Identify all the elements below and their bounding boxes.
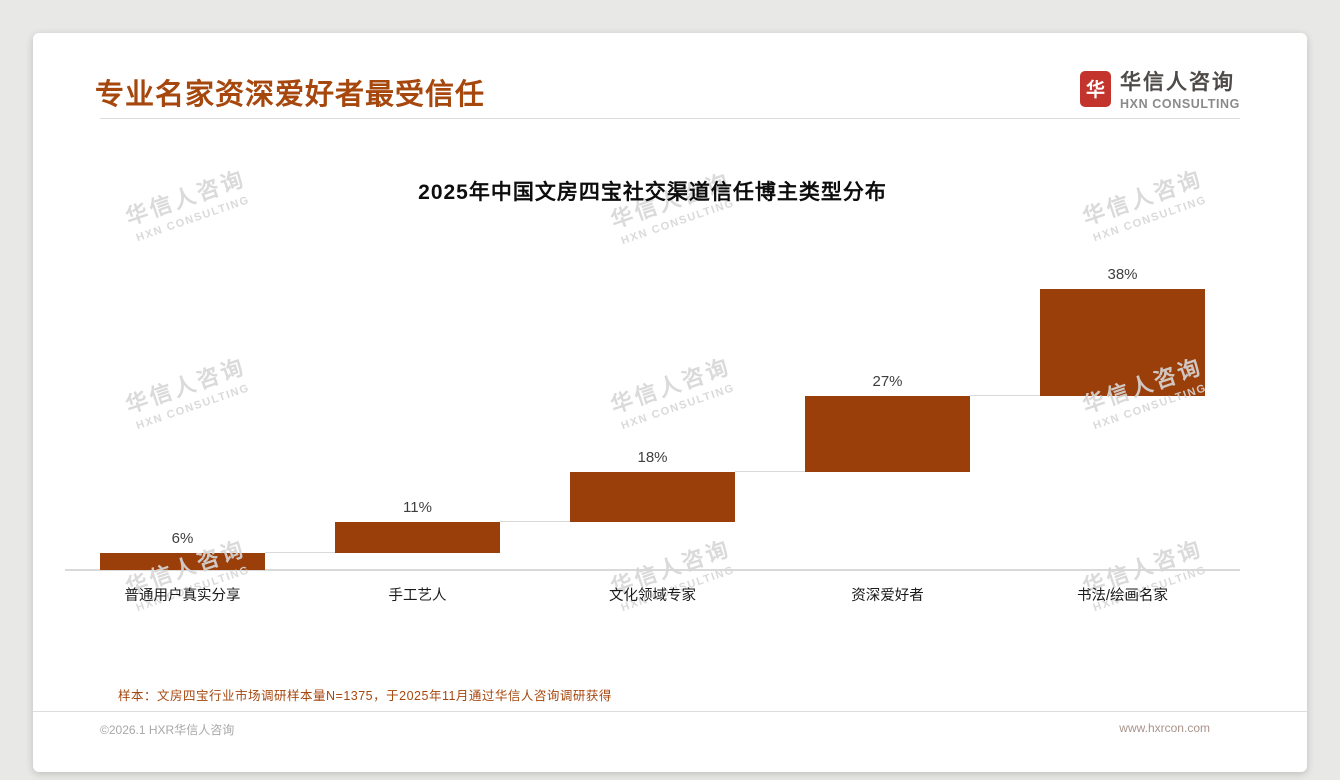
chart-bar-2 xyxy=(335,522,500,554)
sample-note: 样本：文房四宝行业市场调研样本量N=1375，于2025年11月通过华信人咨询调… xyxy=(118,689,612,703)
waterfall-step-chart: 6% 普通用户真实分享 11% 手工艺人 18% 文化领域专家 27% 资深爱好者 38% 书法/… xyxy=(65,266,1240,604)
logo-text: 华信人咨询 HXN CONSULTING xyxy=(1120,66,1240,111)
step-connector xyxy=(734,470,806,472)
footer-divider xyxy=(33,711,1307,712)
footer-copyright: ©2026.1 HXR华信人咨询 xyxy=(100,723,235,737)
chart-bar-5 xyxy=(1040,289,1205,396)
footer-website-link[interactable]: www.hxrcon.com xyxy=(1119,721,1210,735)
title-divider xyxy=(100,118,1240,119)
category-label: 文化领域专家 xyxy=(609,588,696,604)
bar-value-label: 38% xyxy=(1107,266,1138,283)
bar-value-label: 11% xyxy=(403,499,432,517)
chart-title: 2025年中国文房四宝社交渠道信任博主类型分布 xyxy=(418,181,887,204)
chart-bar-3 xyxy=(570,471,735,523)
bar-value-label: 6% xyxy=(171,530,194,548)
page-title: 专业名家资深爱好者最受信任 xyxy=(95,79,486,111)
logo-company-name: 华信人咨询 xyxy=(1120,71,1236,94)
step-connector xyxy=(264,552,336,554)
category-label: 书法/绘画名家 xyxy=(1076,588,1169,604)
category-label: 手工艺人 xyxy=(388,588,447,604)
step-connector xyxy=(499,521,571,523)
logo-company-subtitle: HXN CONSULTING xyxy=(1120,97,1240,111)
report-slide-card: 专业名家资深爱好者最受信任 华 华信人咨询 HXN CONSULTING 202… xyxy=(33,33,1307,772)
chart-bar-4 xyxy=(805,395,970,472)
step-connector xyxy=(969,394,1041,396)
category-label: 资深爱好者 xyxy=(851,588,924,604)
chart-bar-1 xyxy=(100,553,265,570)
logo-seal-icon: 华 xyxy=(1080,70,1112,107)
bar-value-label: 18% xyxy=(637,448,668,466)
bar-value-label: 27% xyxy=(872,372,903,390)
category-label: 普通用户真实分享 xyxy=(124,588,241,604)
company-logo: 华 华信人咨询 HXN CONSULTING xyxy=(1080,66,1240,111)
